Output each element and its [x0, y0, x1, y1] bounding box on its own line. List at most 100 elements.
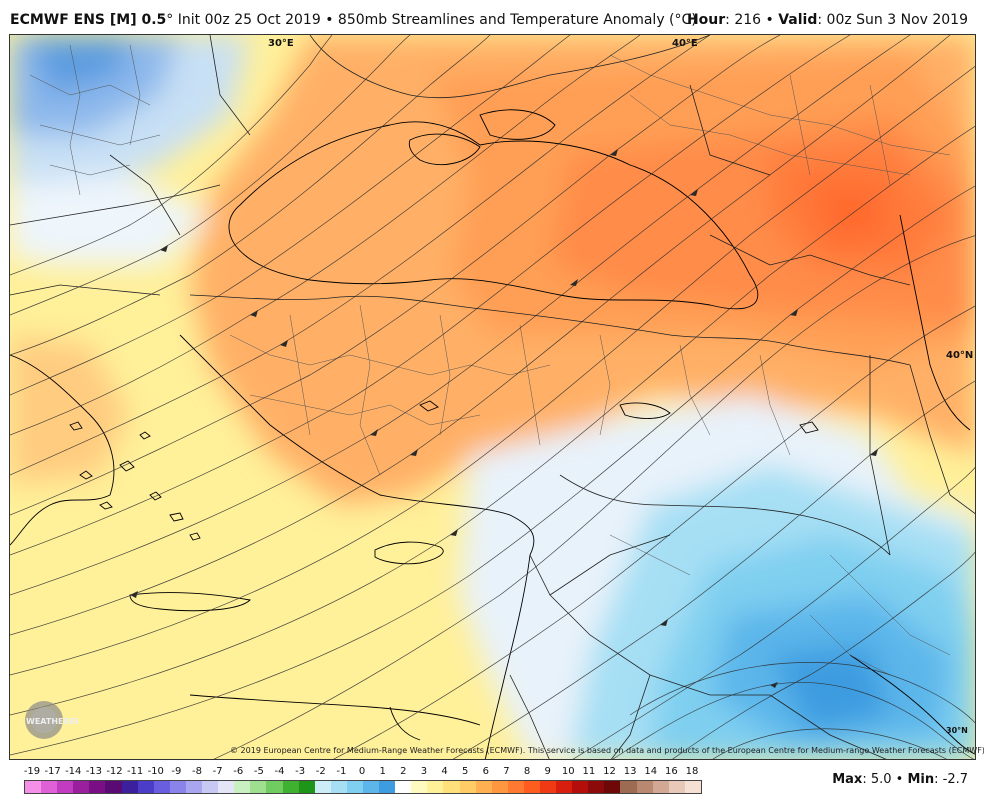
- streamlines: [10, 35, 975, 759]
- legend-tick-label: 6: [482, 766, 489, 777]
- model-name: ECMWF ENS [M] 0.5: [10, 12, 167, 28]
- hour-label: Hour: [686, 12, 726, 28]
- legend-tick-label: -10: [147, 766, 164, 777]
- init-time: Init 00z 25 Oct 2019: [177, 12, 321, 28]
- legend-tick-label: 13: [623, 766, 637, 777]
- legend-color-bar: [24, 780, 702, 794]
- map-title: ECMWF ENS [M] 0.5° Init 00z 25 Oct 2019 …: [10, 12, 697, 28]
- min-label: Min: [907, 772, 935, 787]
- legend-swatch: [314, 781, 331, 793]
- legend-tick-label: 1: [379, 766, 386, 777]
- legend-swatch: [395, 781, 412, 793]
- legend-tick-label: -9: [171, 766, 182, 777]
- legend-swatch: [684, 781, 701, 793]
- legend-tick-label: -1: [336, 766, 347, 777]
- legend-swatch: [620, 781, 637, 793]
- product-name: 850mb Streamlines and Temperature Anomal…: [337, 12, 697, 28]
- legend-tick-label: 10: [561, 766, 575, 777]
- legend-ticks: -19 -17 -14 -13 -12 -11 -10 -9 -8 -7 -6 -5 -4 -3 -2 -1 0…: [24, 766, 704, 780]
- legend-tick-label: 7: [503, 766, 510, 777]
- legend-swatch: [443, 781, 460, 793]
- legend-swatch: [41, 781, 58, 793]
- legend-swatch: [330, 781, 347, 793]
- legend-swatch: [540, 781, 557, 793]
- legend-swatch: [73, 781, 90, 793]
- legend-tick-label: -17: [44, 766, 61, 777]
- legend-swatch: [588, 781, 605, 793]
- legend-tick-label: -5: [253, 766, 264, 777]
- legend-swatch: [234, 781, 251, 793]
- legend-tick-label: -7: [212, 766, 223, 777]
- province-borders: [29, 44, 951, 676]
- header-bar: ECMWF ENS [M] 0.5° Init 00z 25 Oct 2019 …: [0, 0, 984, 34]
- copyright-notice: © 2019 European Centre for Medium-Range …: [230, 746, 984, 755]
- legend-tick-label: 16: [665, 766, 678, 777]
- forecast-time: Hour: 216 • Valid: 00z Sun 3 Nov 2019: [687, 12, 968, 28]
- lat-label-40n: 40°N: [946, 350, 974, 361]
- legend-swatch: [25, 781, 42, 793]
- legend-tick-label: 3: [420, 766, 428, 777]
- legend-tick-label: -11: [126, 766, 144, 777]
- legend-swatch: [137, 781, 154, 793]
- legend-tick-label: 14: [644, 766, 658, 777]
- legend-swatch: [346, 781, 363, 793]
- legend-swatch: [266, 781, 283, 793]
- legend-tick-label: 12: [603, 766, 616, 777]
- color-legend: -19 -17 -14 -13 -12 -11 -10 -9 -8 -7 -6 -5 -4 -3 -2 -1 0…: [24, 766, 704, 806]
- temperature-anomaly-field: [10, 35, 975, 759]
- legend-swatch: [282, 781, 299, 793]
- bullet-separator-2: •: [765, 12, 774, 28]
- legend-tick-label: -6: [233, 766, 244, 777]
- legend-tick-label: -2: [315, 766, 326, 777]
- bullet-separator: •: [325, 12, 334, 28]
- legend-swatch: [668, 781, 685, 793]
- legend-swatch: [411, 781, 428, 793]
- legend-swatch: [218, 781, 235, 793]
- legend-swatch: [202, 781, 219, 793]
- max-value: : 5.0: [862, 772, 892, 787]
- legend-swatch: [121, 781, 138, 793]
- lon-label-40e: 40°E: [672, 38, 698, 49]
- legend-tick-label: 2: [400, 766, 407, 777]
- legend-swatch: [362, 781, 380, 793]
- logo-text: WEATHERBELL: [26, 717, 78, 726]
- legend-swatch: [459, 781, 476, 793]
- legend-swatch: [556, 781, 573, 793]
- valid-label: Valid: [778, 12, 818, 28]
- legend-swatch: [185, 781, 203, 793]
- coastlines: [10, 109, 975, 759]
- degree-symbol: °: [166, 12, 174, 28]
- legend-swatch: [491, 781, 508, 793]
- legend-tick-label: 5: [461, 766, 469, 777]
- legend-swatch: [427, 781, 444, 793]
- legend-swatch: [89, 781, 106, 793]
- max-label: Max: [832, 772, 863, 787]
- legend-tick-label: 4: [441, 766, 448, 777]
- max-min-readout: Max: 5.0 • Min: -2.7: [832, 772, 968, 787]
- legend-swatch: [153, 781, 170, 793]
- legend-swatch: [507, 781, 524, 793]
- legend-tick-label: 11: [582, 766, 596, 777]
- min-value: : -2.7: [934, 772, 968, 787]
- weatherbell-logo: WEATHERBELL: [25, 701, 78, 739]
- legend-tick-label: -8: [192, 766, 202, 777]
- lat-label-30n: 30°N: [946, 726, 968, 735]
- lon-label-30e: 30°E: [268, 38, 294, 49]
- weather-map[interactable]: [9, 34, 976, 760]
- map-canvas: [10, 35, 975, 759]
- valid-value: : 00z Sun 3 Nov 2019: [817, 12, 968, 28]
- legend-tick-label: -12: [106, 766, 123, 777]
- legend-tick-label: 9: [544, 766, 551, 777]
- legend-swatch: [169, 781, 186, 793]
- legend-swatch: [105, 781, 122, 793]
- hour-value: : 216: [725, 12, 762, 28]
- legend-tick-label: -4: [274, 766, 285, 777]
- legend-swatch: [475, 781, 492, 793]
- legend-swatch: [523, 781, 540, 793]
- legend-swatch: [379, 781, 396, 793]
- legend-swatch: [652, 781, 669, 793]
- legend-swatch: [636, 781, 653, 793]
- bullet-separator-3: •: [895, 772, 904, 787]
- legend-tick-label: -19: [23, 766, 41, 777]
- legend-tick-label: -3: [295, 766, 306, 777]
